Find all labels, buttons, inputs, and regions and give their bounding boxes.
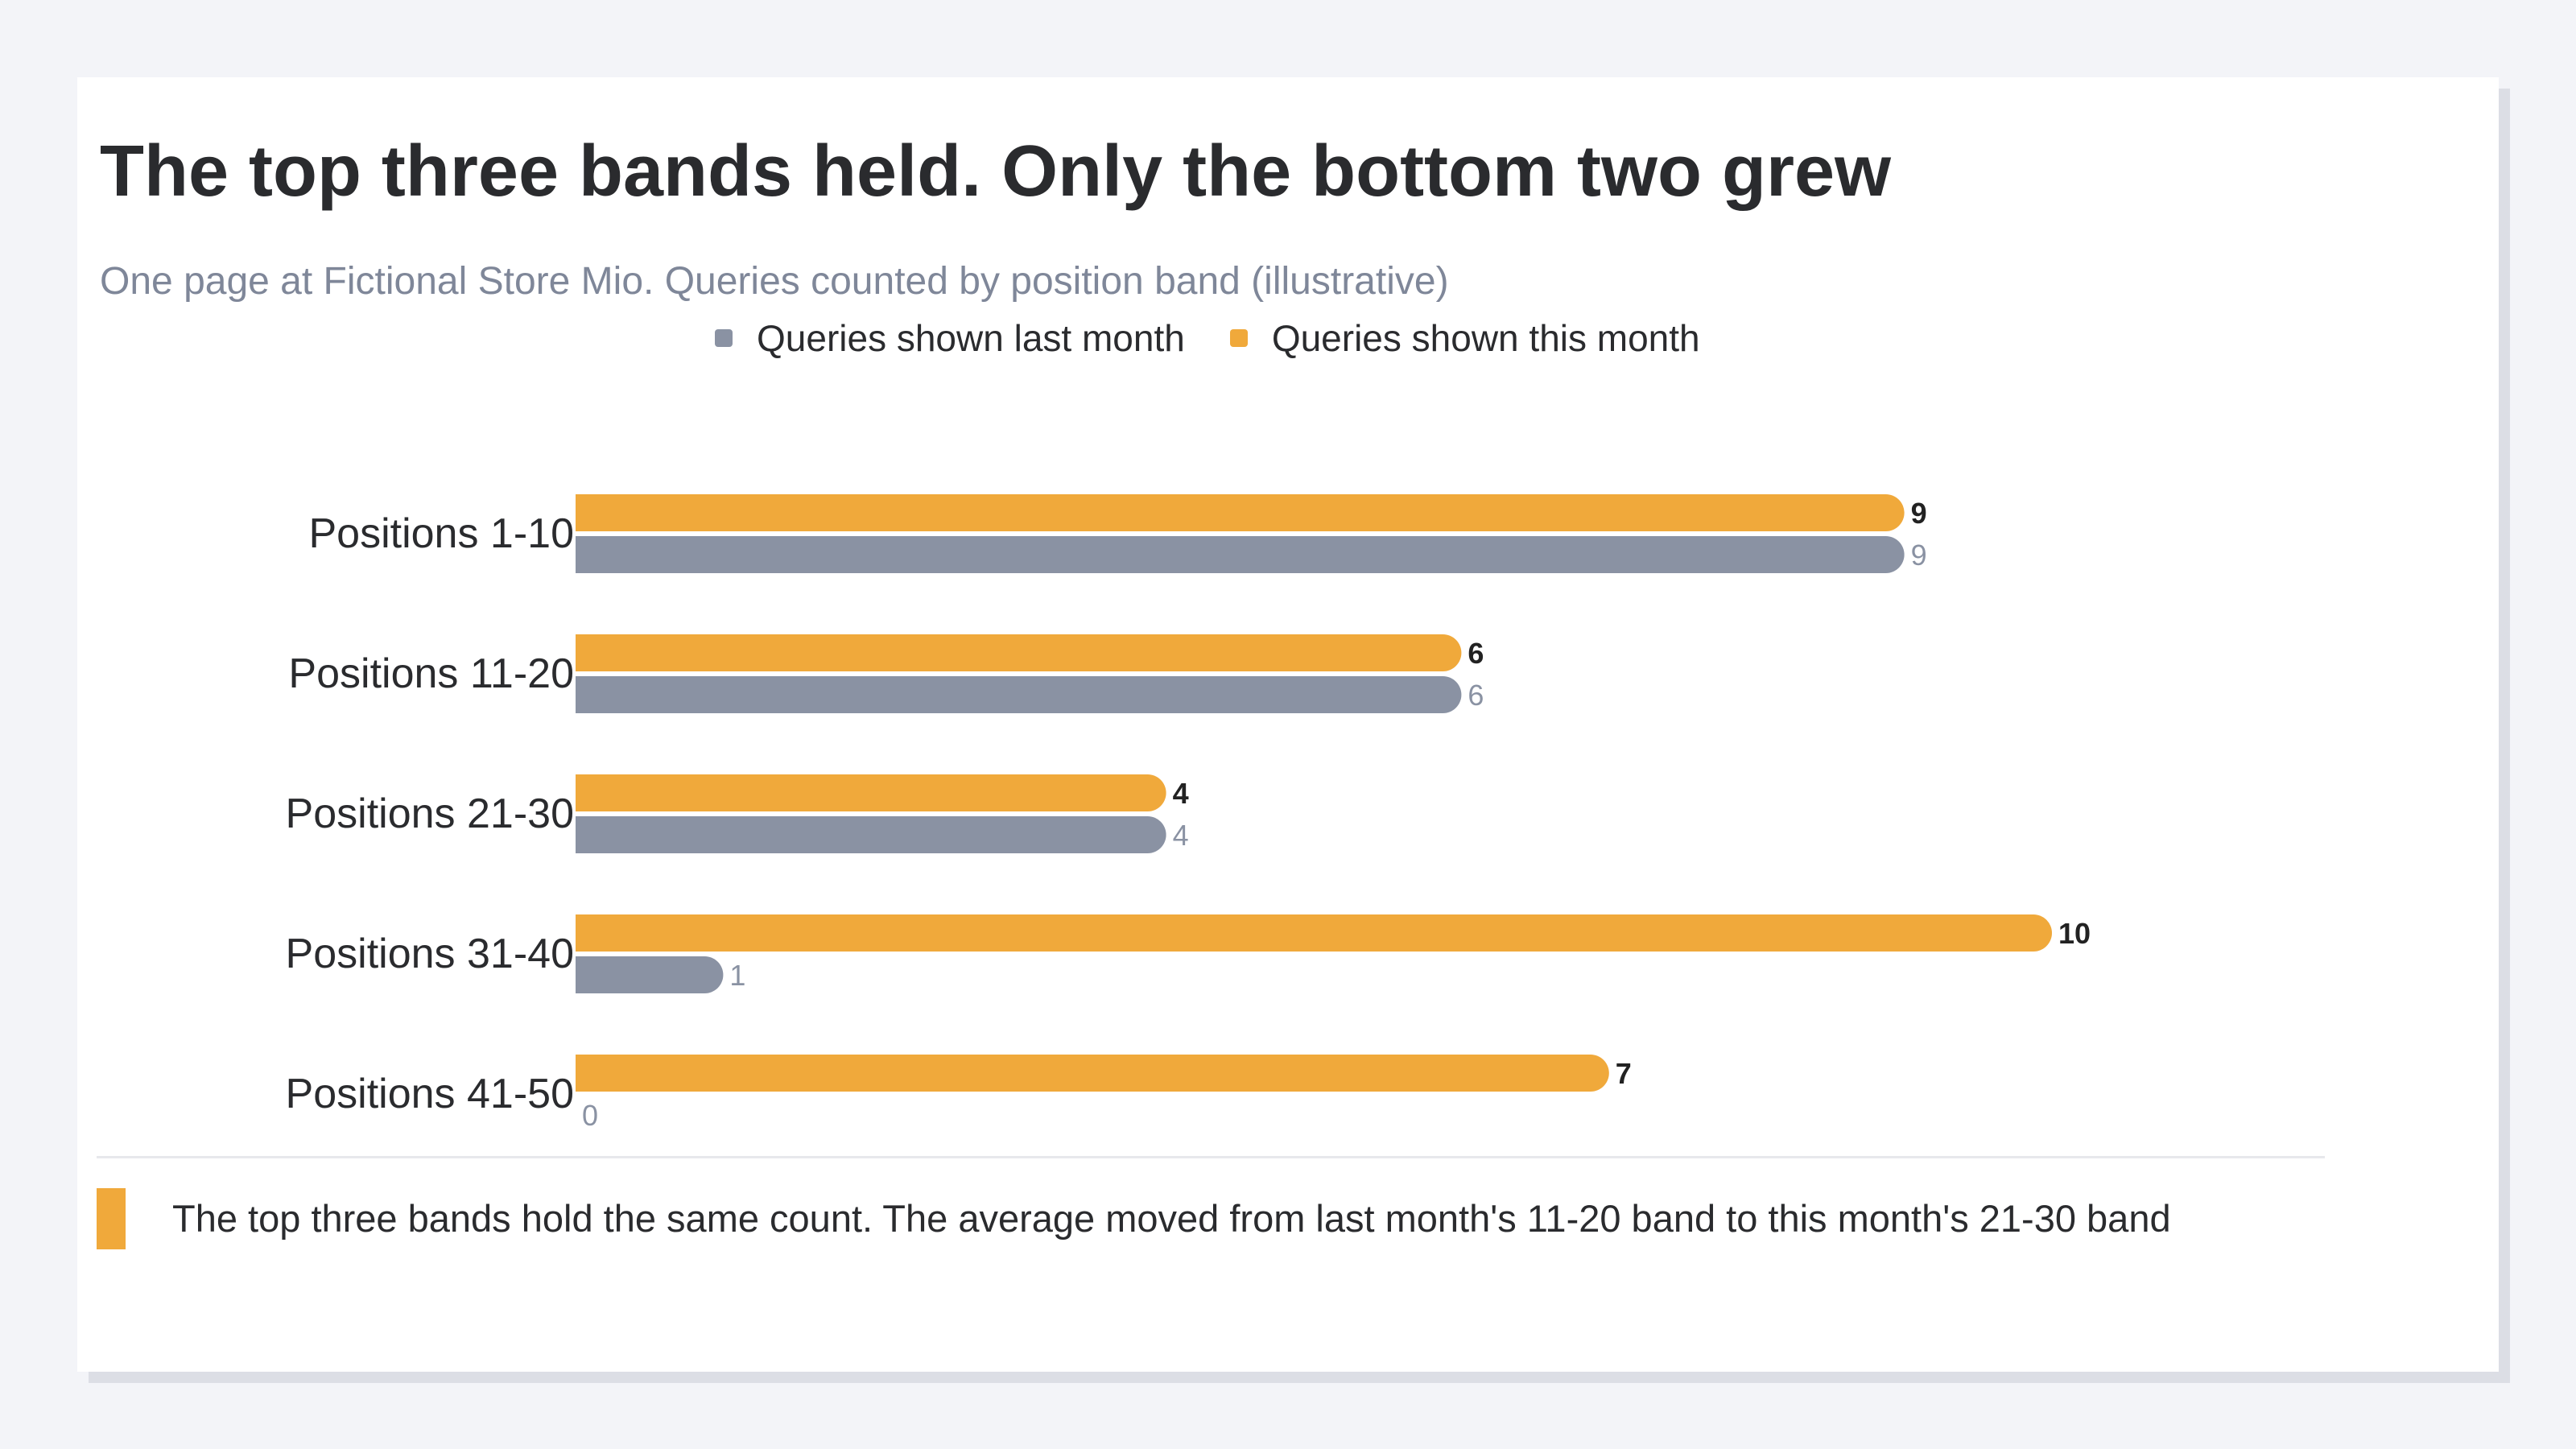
bar-last-month-positions-21-30	[576, 816, 1166, 853]
legend-label-last-month: Queries shown last month	[757, 317, 1185, 359]
note-accent-bar	[97, 1188, 126, 1249]
bar-this-month-positions-41-50	[576, 1055, 1609, 1092]
legend-swatch-last-month	[715, 329, 733, 347]
bar-last-month-positions-1-10	[576, 536, 1905, 573]
bar-this-month-positions-31-40	[576, 914, 2052, 952]
chart-title: The top three bands held. Only the botto…	[100, 131, 1892, 212]
value-label-this-month-positions-21-30: 4	[1173, 777, 1189, 810]
category-label-positions-11-20: Positions 11-20	[288, 650, 574, 697]
value-label-last-month-positions-31-40: 1	[729, 959, 745, 992]
footer-divider	[97, 1156, 2325, 1158]
legend-swatch-this-month	[1229, 329, 1248, 347]
bar-this-month-positions-1-10	[576, 494, 1905, 531]
chart-legend: Queries shown last month Queries shown t…	[715, 314, 1745, 362]
value-label-this-month-positions-41-50: 7	[1616, 1057, 1632, 1090]
category-label-positions-41-50: Positions 41-50	[286, 1071, 574, 1117]
chart-subtitle: One page at Fictional Store Mio. Queries…	[100, 260, 1449, 303]
bar-this-month-positions-21-30	[576, 774, 1166, 811]
legend-item-last-month: Queries shown last month	[715, 316, 1185, 360]
footer-note: The top three bands hold the same count.…	[172, 1197, 2171, 1240]
value-label-this-month-positions-1-10: 9	[1911, 497, 1927, 530]
bar-this-month-positions-11-20	[576, 634, 1462, 671]
legend-label-this-month: Queries shown this month	[1271, 317, 1700, 359]
value-label-last-month-positions-21-30: 4	[1173, 819, 1189, 852]
category-label-positions-21-30: Positions 21-30	[286, 791, 574, 837]
bar-last-month-positions-31-40	[576, 956, 724, 993]
value-label-last-month-positions-1-10: 9	[1911, 539, 1927, 572]
value-label-this-month-positions-31-40: 10	[2058, 917, 2091, 950]
value-label-last-month-positions-41-50: 0	[582, 1099, 598, 1132]
category-label-positions-1-10: Positions 1-10	[308, 510, 574, 557]
category-label-positions-31-40: Positions 31-40	[286, 931, 574, 977]
legend-item-this-month: Queries shown this month	[1229, 316, 1700, 360]
bar-last-month-positions-11-20	[576, 676, 1462, 713]
value-label-last-month-positions-11-20: 6	[1468, 679, 1484, 712]
value-label-this-month-positions-11-20: 6	[1468, 637, 1484, 670]
